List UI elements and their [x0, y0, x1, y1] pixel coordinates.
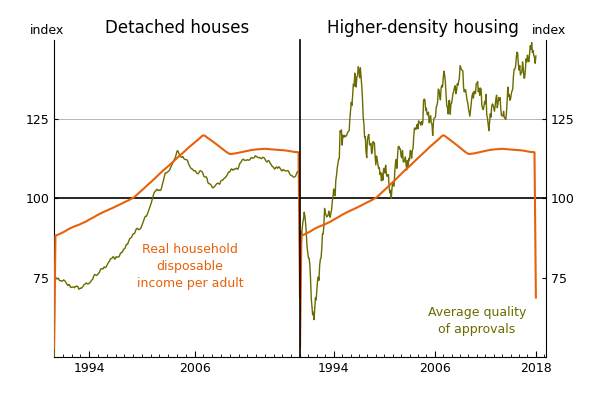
Title: Detached houses: Detached houses — [105, 19, 249, 37]
Text: index: index — [532, 24, 566, 37]
Text: index: index — [29, 24, 64, 37]
Text: Real household
disposable
income per adult: Real household disposable income per adu… — [137, 243, 244, 290]
Text: Average quality
of approvals: Average quality of approvals — [428, 306, 526, 336]
Title: Higher-density housing: Higher-density housing — [327, 19, 519, 37]
